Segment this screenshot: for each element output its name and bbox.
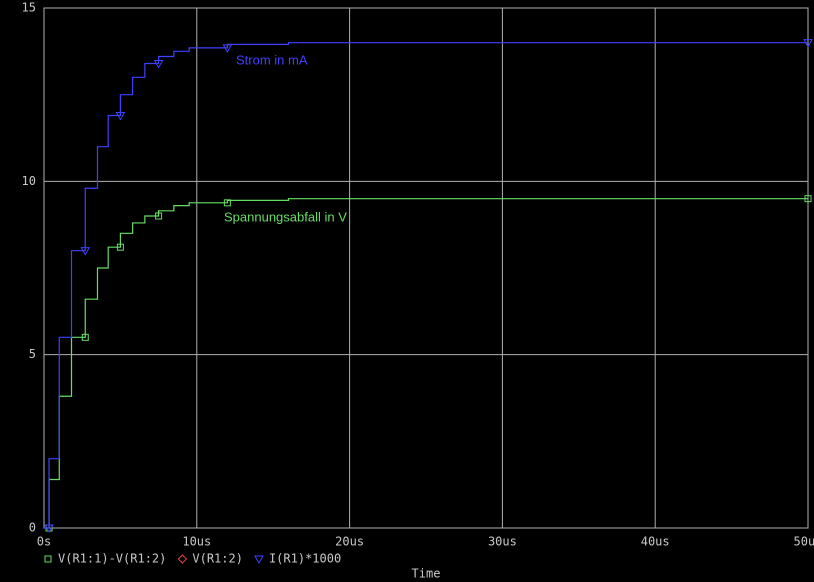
x-tick-label: 30us <box>488 535 517 549</box>
marker <box>116 243 124 251</box>
legend-label: V(R1:1)-V(R1:2) <box>58 552 166 566</box>
marker <box>153 59 164 69</box>
y-tick-label: 10 <box>22 174 36 188</box>
marker <box>804 195 812 203</box>
series-line <box>44 198 808 529</box>
legend-marker <box>177 554 188 564</box>
x-tick-label: 40us <box>641 535 670 549</box>
legend-label: I(R1)*1000 <box>269 552 341 566</box>
marker <box>80 247 91 256</box>
legend-label: V(R1:2) <box>192 552 243 566</box>
marker <box>115 111 126 121</box>
y-tick-label: 15 <box>22 1 36 15</box>
marker <box>81 333 89 341</box>
marker <box>155 212 163 220</box>
series-line <box>44 42 808 529</box>
x-axis-label: Time <box>412 567 441 581</box>
annotation: Spannungsabfall in V <box>224 209 347 224</box>
x-tick-label: 50us <box>794 535 814 549</box>
legend-marker <box>44 555 52 563</box>
marker <box>222 44 233 53</box>
marker <box>223 199 231 207</box>
y-tick-label: 0 <box>29 521 36 535</box>
x-tick-label: 20us <box>335 535 364 549</box>
y-tick-label: 5 <box>29 347 36 361</box>
marker <box>44 524 54 534</box>
annotation: Strom in mA <box>236 52 308 67</box>
marker <box>803 39 813 48</box>
x-tick-label: 10us <box>182 535 211 549</box>
legend-marker <box>254 555 264 565</box>
plot-frame <box>43 7 809 529</box>
x-tick-label: 0s <box>37 535 51 549</box>
